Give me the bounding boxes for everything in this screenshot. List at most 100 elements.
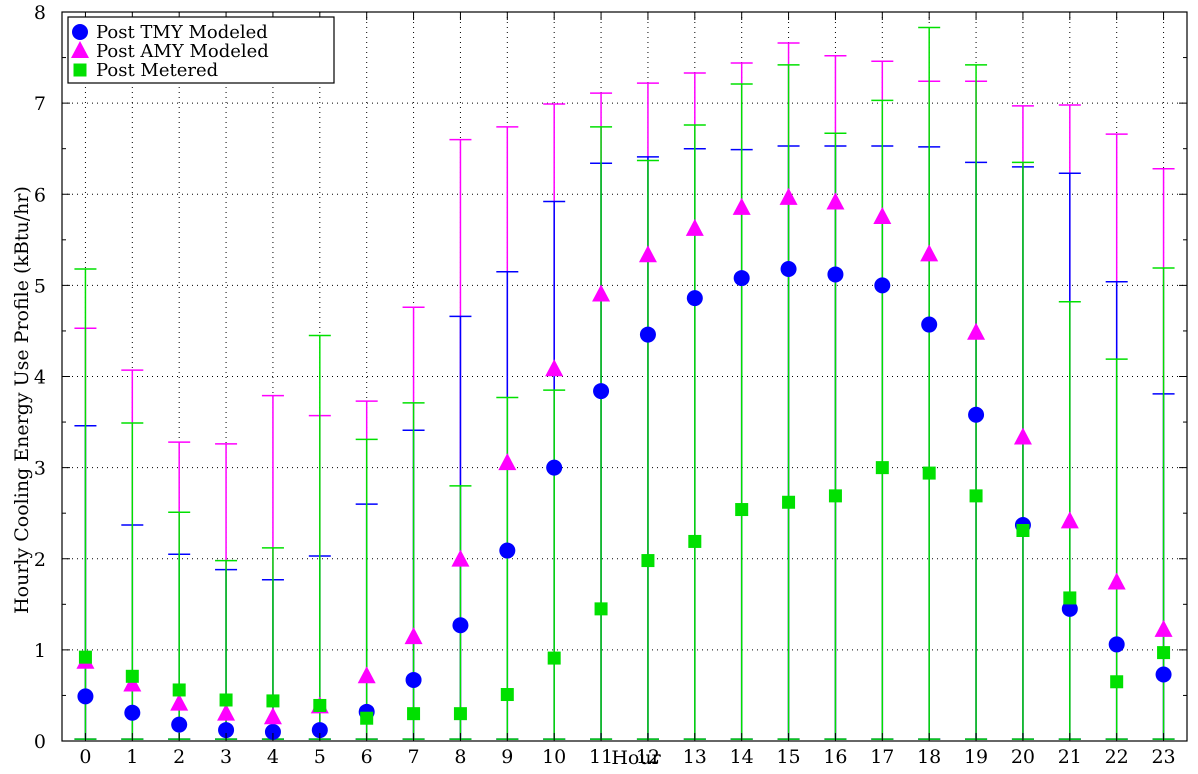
y-tick-label: 3	[34, 458, 46, 480]
x-tick-label: 18	[917, 746, 941, 768]
data-point	[172, 683, 186, 697]
legend-label: Post AMY Modeled	[96, 41, 269, 62]
x-tick-label: 19	[964, 746, 988, 768]
data-point	[826, 192, 845, 210]
data-point	[685, 218, 704, 236]
data-point	[218, 722, 235, 739]
data-point	[1154, 619, 1173, 637]
data-point	[171, 716, 188, 733]
x-tick-label: 13	[683, 746, 707, 768]
data-markers	[76, 187, 1173, 740]
y-tick-label: 7	[34, 93, 46, 115]
x-tick-label: 15	[776, 746, 800, 768]
data-point	[124, 704, 141, 721]
y-tick-label: 8	[34, 2, 46, 24]
data-point	[874, 277, 891, 294]
data-point	[360, 711, 374, 725]
data-point	[170, 693, 189, 711]
x-tick-label: 12	[636, 746, 660, 768]
data-point	[782, 495, 796, 509]
x-tick-label: 1	[126, 746, 138, 768]
data-point	[1060, 511, 1079, 529]
data-point	[311, 722, 328, 739]
data-point	[407, 707, 421, 721]
data-point	[921, 316, 938, 333]
data-point	[357, 666, 376, 684]
data-point	[828, 489, 842, 503]
data-point	[1013, 427, 1032, 445]
x-tick-label: 9	[501, 746, 513, 768]
data-point	[735, 503, 749, 517]
data-point	[967, 322, 986, 340]
data-point	[266, 694, 280, 708]
data-point	[217, 703, 236, 721]
x-tick-label: 3	[220, 746, 232, 768]
data-point	[78, 650, 92, 664]
x-tick-label: 23	[1151, 746, 1175, 768]
x-tick-label: 5	[314, 746, 326, 768]
data-point	[969, 489, 983, 503]
x-axis-label: Hour	[611, 747, 661, 769]
y-tick-label: 4	[34, 367, 46, 389]
data-point	[688, 534, 702, 548]
data-point	[1107, 572, 1126, 590]
data-point	[1061, 600, 1078, 617]
x-tick-label: 7	[408, 746, 420, 768]
x-tick-label: 17	[870, 746, 894, 768]
legend-box	[67, 16, 335, 84]
data-point	[451, 549, 470, 567]
data-point	[453, 707, 467, 721]
y-tick-label: 6	[34, 184, 46, 206]
data-point	[686, 290, 703, 307]
x-tick-label: 0	[79, 746, 91, 768]
data-point	[264, 723, 281, 740]
data-point	[404, 627, 423, 645]
data-point	[592, 284, 611, 302]
y-axis-label: Hourly Cooling Energy Use Profile (kBtu/…	[11, 186, 33, 614]
x-tick-label: 10	[542, 746, 566, 768]
x-tick-label: 14	[730, 746, 754, 768]
legend-marker	[73, 63, 87, 77]
data-point	[875, 461, 889, 475]
y-tick-label: 2	[34, 549, 46, 571]
x-tick-label: 22	[1105, 746, 1129, 768]
data-point	[77, 688, 94, 705]
y-tick-label: 1	[34, 640, 46, 662]
data-point	[545, 359, 564, 377]
data-point	[779, 187, 798, 205]
data-point	[968, 406, 985, 423]
data-point	[1108, 636, 1125, 653]
data-point	[638, 245, 657, 263]
data-point	[1155, 666, 1172, 683]
data-point	[499, 542, 516, 559]
data-point	[827, 266, 844, 283]
data-point	[593, 383, 610, 400]
axis-ticks: 0 1 2 3 4 5 6 7 8 9 10 11 12 13 14 15 16 17 18 19 20 21 22 2301…	[34, 2, 1187, 768]
data-point	[125, 669, 139, 683]
y-tick-label: 0	[34, 731, 46, 753]
data-point	[498, 453, 517, 471]
legend-marker	[71, 41, 89, 58]
data-point	[1157, 646, 1171, 660]
data-point	[1016, 524, 1030, 538]
x-tick-label: 20	[1011, 746, 1035, 768]
data-point	[452, 617, 469, 634]
data-point	[733, 270, 750, 287]
data-point	[1063, 591, 1077, 605]
data-point	[641, 554, 655, 568]
data-point	[639, 326, 656, 343]
y-tick-label: 5	[34, 275, 46, 297]
data-point	[922, 466, 936, 480]
x-tick-label: 21	[1058, 746, 1082, 768]
data-point	[546, 459, 563, 476]
x-tick-label: 6	[361, 746, 373, 768]
x-tick-label: 4	[267, 746, 279, 768]
x-tick-label: 2	[173, 746, 185, 768]
data-point	[405, 671, 422, 688]
legend-label: Post TMY Modeled	[96, 22, 268, 43]
data-point	[732, 197, 751, 215]
error-bars	[74, 26, 1175, 740]
x-tick-label: 11	[589, 746, 613, 768]
